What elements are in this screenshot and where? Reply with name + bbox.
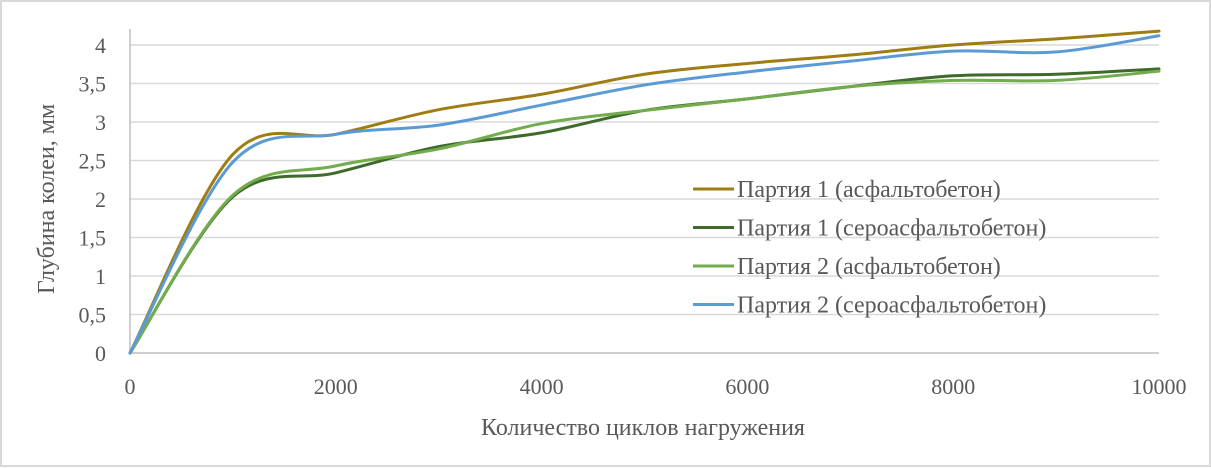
y-tick-label: 1,5 [79,226,107,251]
axes [129,29,1159,354]
legend-label: Партия 2 (сероасфальтобетон) [737,293,1046,319]
legend-label: Партия 2 (асфальтобетон) [737,254,1001,280]
gridlines [130,44,1159,316]
y-axis-title: Глубина колеи, мм [34,104,60,294]
series-line-4 [128,34,1161,355]
y-tick-label: 3,5 [79,72,107,97]
y-tick-label: 0 [95,341,106,366]
series-line-3 [128,69,1161,355]
legend-label: Партия 1 (асфальтобетон) [737,177,1001,203]
x-tick-label: 10000 [1132,374,1187,399]
series-lines [128,29,1161,355]
legend: Партия 1 (асфальтобетон) Партия 1 (сероас… [693,177,1046,319]
y-axis-ticks: 0 0,5 1 1,5 2 2,5 3 3,5 4 [79,33,107,366]
x-axis-title: Количество циклов нагружения [481,415,805,441]
y-tick-label: 2,5 [79,149,107,174]
y-tick-label: 3 [95,110,106,135]
legend-label: Партия 1 (сероасфальтобетон) [737,216,1046,242]
x-tick-label: 8000 [931,374,975,399]
series-line-1 [128,29,1161,355]
y-tick-label: 0,5 [79,303,107,328]
y-tick-label: 4 [95,33,106,58]
y-tick-label: 1 [95,264,106,289]
x-tick-label: 0 [125,374,136,399]
x-axis-ticks: 0 2000 4000 6000 8000 10000 [125,374,1187,399]
x-tick-label: 4000 [520,374,564,399]
x-tick-label: 2000 [314,374,358,399]
y-tick-label: 2 [95,187,106,212]
x-tick-label: 6000 [725,374,769,399]
